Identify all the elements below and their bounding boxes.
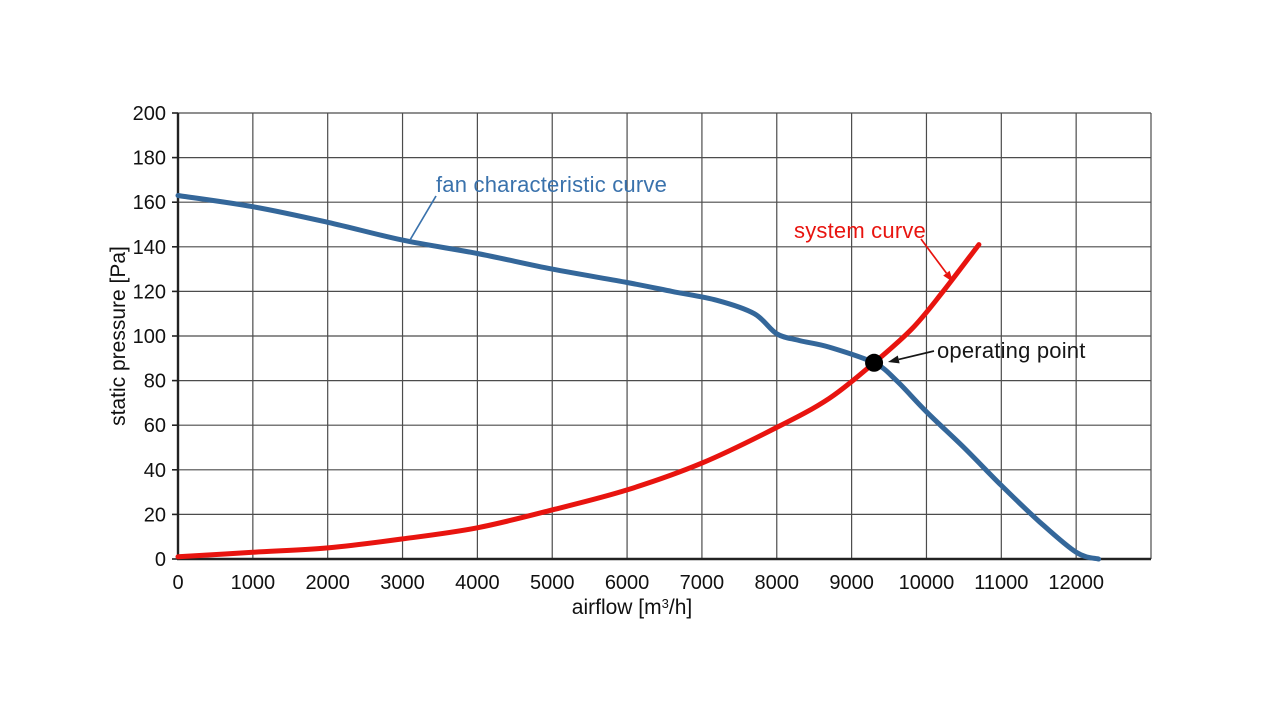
x-axis-title-text: airflow [m (571, 596, 662, 619)
system-label-arrow (920, 238, 948, 274)
x-axis-title: airflow [m3/h] (572, 596, 692, 620)
y-tick-label: 20 (144, 504, 166, 526)
fan-characteristic-curve (175, 193, 1102, 562)
y-tick-label: 120 (133, 281, 166, 303)
fan-curve-label: fan characteristic curve (436, 172, 667, 197)
y-axis-title: static pressure [Pa] (107, 246, 130, 426)
operating-point-marker (865, 353, 884, 372)
y-tick-label: 160 (133, 192, 166, 214)
x-tick-label: 11000 (974, 572, 1028, 594)
x-tick-label: 5000 (530, 572, 575, 594)
operating-point-label: operating point (937, 338, 1086, 363)
x-tick-label: 3000 (380, 572, 425, 594)
y-tick-label: 0 (155, 549, 166, 571)
system-curve-label: system curve (794, 218, 926, 243)
system-curve (175, 242, 982, 560)
y-tick-label: 100 (133, 326, 166, 348)
fan-label-leader-line (409, 195, 437, 241)
x-tick-label: 0 (172, 572, 183, 594)
y-tick-label: 180 (133, 148, 166, 170)
x-tick-label: 6000 (605, 572, 650, 594)
x-tick-label: 10000 (899, 572, 955, 594)
x-axis-title-sup: 3 (661, 596, 669, 611)
x-tick-label: 8000 (755, 572, 800, 594)
x-tick-label: 9000 (829, 572, 874, 594)
y-tick-label: 60 (144, 415, 166, 437)
x-axis-title-suffix: /h] (668, 596, 693, 619)
y-tick-label: 140 (133, 237, 166, 259)
system-label-arrow-arrowhead (943, 270, 953, 282)
x-tick-label: 1000 (231, 572, 276, 594)
x-tick-label: 2000 (305, 572, 350, 594)
y-tick-label: 200 (133, 103, 166, 125)
operating-point-arrow-arrowhead (888, 355, 900, 364)
x-tick-label: 7000 (680, 572, 725, 594)
y-tick-label: 80 (144, 371, 166, 393)
x-tick-label: 4000 (455, 572, 500, 594)
operating-point-arrow (898, 350, 935, 361)
y-tick-label: 40 (144, 460, 166, 482)
x-tick-label: 12000 (1048, 572, 1104, 594)
